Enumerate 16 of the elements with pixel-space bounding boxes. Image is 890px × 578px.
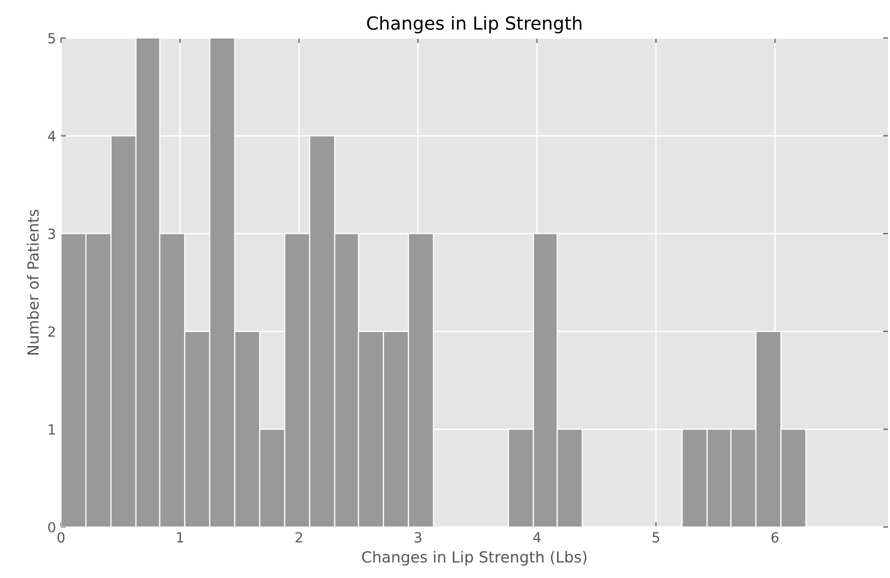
x-tick-label: 3 (414, 532, 422, 543)
x-tick-label: 4 (533, 532, 541, 542)
chart-title: Changes in Lip Strength (367, 16, 582, 34)
y-tick-label: 5 (48, 33, 55, 44)
y-tick-label: 1 (48, 424, 55, 434)
y-axis-title: Number of Patients (26, 210, 39, 354)
x-tick-label: 1 (177, 532, 184, 542)
x-tick-label: 0 (57, 532, 64, 543)
y-tick-label: 2 (48, 326, 55, 337)
x-tick-label: 5 (652, 532, 660, 543)
x-tick-label: 6 (772, 532, 778, 543)
y-tick-label: 4 (48, 130, 56, 142)
x-tick-label: 2 (296, 532, 302, 542)
y-tick-label: 0 (48, 522, 56, 532)
y-tick-label: 3 (48, 228, 56, 240)
x-axis-title: Changes in Lip Strength (Lbs) (362, 550, 586, 566)
